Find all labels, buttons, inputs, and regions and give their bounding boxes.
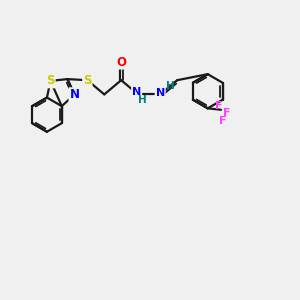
Text: N: N (156, 88, 165, 98)
Text: F: F (215, 101, 222, 111)
Text: N: N (132, 87, 141, 97)
Text: F: F (223, 108, 231, 118)
Text: N: N (69, 88, 80, 101)
Text: S: S (83, 74, 92, 87)
Text: H: H (138, 95, 146, 105)
Text: H: H (166, 81, 175, 91)
Text: S: S (46, 74, 55, 87)
Text: O: O (116, 56, 126, 69)
Text: F: F (219, 116, 226, 126)
